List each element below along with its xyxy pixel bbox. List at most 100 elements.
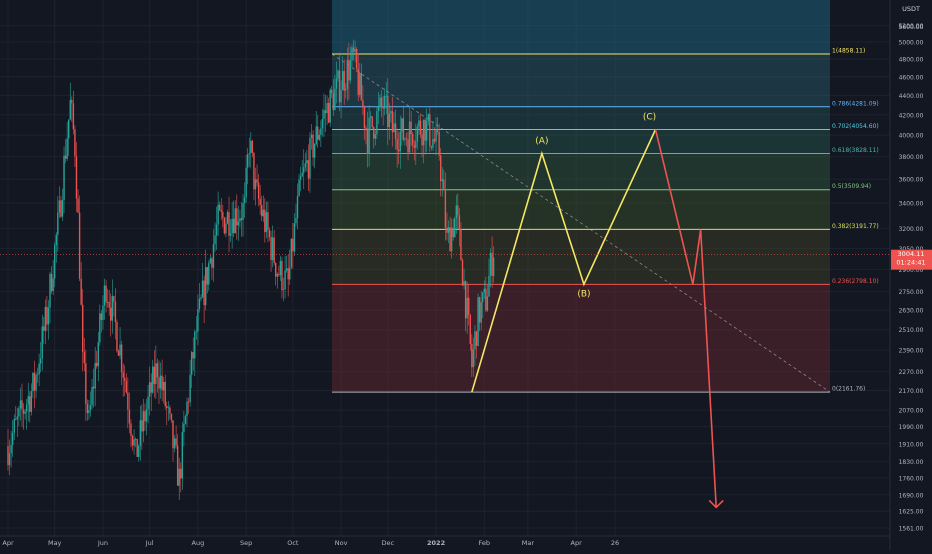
candle-body	[61, 199, 64, 217]
candle-body	[387, 95, 389, 128]
candle-body	[120, 344, 123, 373]
time-tick-label: Jun	[97, 539, 108, 547]
candle-body	[436, 129, 439, 132]
candle-body	[365, 127, 367, 129]
candle-body	[172, 420, 174, 449]
candle-body	[326, 103, 328, 114]
candle-body	[276, 274, 278, 277]
candle-body	[122, 372, 124, 378]
candle-body	[19, 400, 22, 409]
candle-body	[223, 217, 226, 234]
candle-body	[359, 72, 361, 95]
candle-body	[268, 230, 271, 237]
candle-body	[141, 420, 143, 432]
candle-body	[148, 382, 151, 397]
candle-body	[195, 331, 198, 333]
candle-body	[164, 381, 166, 406]
price-axis[interactable]: 5000.00 4800.00 4600.00 4400.00 4200.00 4000.…	[899, 23, 924, 532]
candle-body	[469, 314, 471, 344]
candle-body	[373, 127, 375, 139]
candle-body	[327, 103, 330, 123]
candle-body	[96, 362, 98, 367]
candle-body	[443, 179, 445, 190]
candle-body	[413, 145, 415, 148]
candle-body	[355, 49, 358, 69]
candle-body	[416, 126, 419, 142]
candle-body	[204, 267, 207, 306]
candle-body	[167, 407, 170, 409]
candle-body	[331, 89, 333, 94]
candle-body	[262, 209, 264, 217]
price-tick-label: 2510.00	[899, 327, 924, 334]
candle-body	[267, 212, 269, 231]
candle-body	[433, 138, 436, 142]
projection-path[interactable]	[654, 129, 718, 508]
price-tick-label: 4000.00	[899, 133, 924, 140]
time-axis[interactable]: Apr May Jun Jul Aug Sep Oct Nov Dec 2022 Feb Mar Apr…	[2, 539, 619, 547]
candle-body	[136, 438, 138, 457]
candle-body	[357, 68, 359, 95]
candle-body	[155, 363, 157, 384]
candle-body	[22, 409, 25, 414]
candle-body	[472, 349, 475, 368]
candle-body	[317, 126, 319, 140]
candle-body	[310, 134, 313, 138]
candle-body	[11, 432, 14, 445]
candle-body	[106, 302, 109, 303]
fib-zone	[332, 129, 830, 154]
candle-body	[464, 281, 467, 319]
fib-level-label: 0(2161.76)	[832, 386, 865, 393]
wave-label: (A)	[535, 136, 548, 146]
candle-body	[72, 103, 75, 130]
candle-body	[457, 205, 459, 216]
price-tick-label: 3050.00	[899, 246, 924, 253]
candle-body	[64, 155, 67, 159]
candle-body	[55, 234, 57, 246]
current-price-badge	[891, 249, 932, 270]
price-tick-label: 2900.00	[899, 267, 924, 274]
time-tick-label: Dec	[382, 539, 395, 547]
candle-body	[261, 205, 263, 217]
price-tick-label: 4800.00	[899, 57, 924, 64]
candle-body	[152, 366, 154, 393]
candle-body	[150, 382, 152, 393]
candle-body	[475, 331, 478, 346]
candle-body	[133, 439, 135, 446]
candle-body	[228, 212, 230, 236]
fib-level-label: 0.786(4281.09)	[832, 100, 879, 107]
elliott-wave-projection[interactable]: (A) (B) (C)	[471, 112, 724, 509]
price-tick-label: 2390.00	[899, 348, 924, 355]
candle-body	[43, 326, 45, 331]
price-tick-label: 1760.00	[899, 475, 924, 482]
candle-body	[471, 343, 473, 368]
candle-body	[418, 120, 420, 127]
candle-body	[360, 72, 363, 101]
candle-body	[435, 129, 437, 142]
candle-body	[142, 411, 145, 432]
candle-body	[38, 363, 40, 375]
candle-body	[407, 139, 409, 153]
candle-body	[321, 118, 324, 129]
candle-body	[225, 223, 227, 234]
price-tick-label: 1990.00	[899, 424, 924, 431]
candle-body	[86, 403, 89, 414]
wave-abc-path[interactable]	[471, 129, 657, 393]
candle-body	[371, 116, 373, 128]
time-tick-label: May	[48, 539, 62, 547]
candle-body	[49, 273, 51, 308]
candle-body	[454, 218, 456, 238]
fib-level-label: 0.382(3191.77)	[832, 223, 879, 230]
candle-body	[405, 138, 408, 140]
candle-body	[243, 197, 246, 204]
candle-body	[309, 137, 311, 179]
candle-body	[324, 110, 327, 114]
candle-body	[92, 386, 95, 389]
fib-level-label: 0.236(2798.10)	[832, 278, 879, 285]
candle-body	[21, 400, 23, 410]
candle-body	[206, 267, 208, 285]
candlestick-series	[7, 39, 495, 501]
fibonacci-retracement[interactable]: 1(4858.11) 0.786(4281.09) 0.702(4054.60) 0.…	[331, 0, 879, 393]
candle-body	[351, 47, 353, 61]
